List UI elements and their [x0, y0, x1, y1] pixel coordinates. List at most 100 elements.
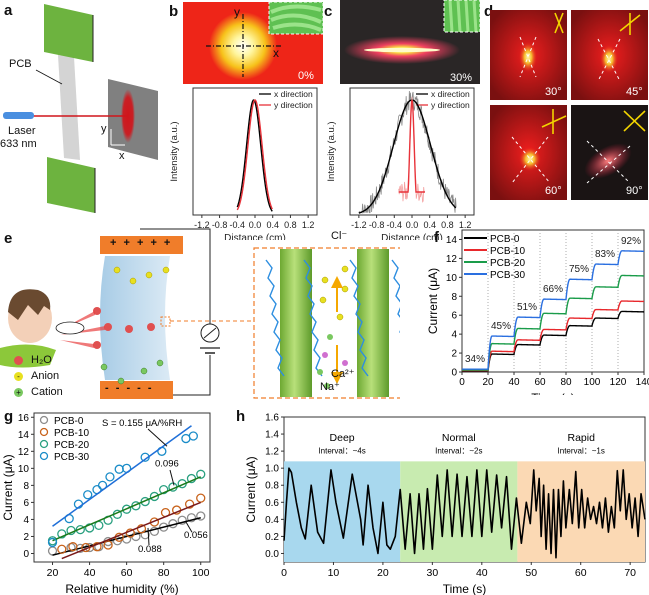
legend-marker: [39, 415, 49, 425]
breathing-signal-line: [283, 467, 646, 559]
data-point-PCB-20: [121, 504, 132, 514]
polarization-image-30: [490, 10, 567, 100]
chart-c-profile: -1.2 -0.8 -0.4 0.0 0.4 0.8 1.2 Distance (cm) Int…: [326, 87, 475, 240]
panel-label-h: h: [236, 408, 246, 425]
humidity-annotation: 92%: [621, 236, 641, 247]
y-tick-label: 0.8: [265, 481, 279, 492]
beam-image-0pct: [183, 2, 323, 84]
panel-label-f: f: [434, 229, 439, 246]
y-tick-label: 0: [23, 549, 29, 560]
beam-y-label: y: [234, 5, 240, 19]
x-tick-label: 0: [459, 377, 465, 388]
data-point-PCB-10: [103, 540, 113, 550]
water-molecule-icon: [14, 355, 23, 365]
x-tick-label: 140: [636, 377, 649, 388]
sodium-label: Na⁺: [320, 381, 340, 393]
fit-line-y-direction: [236, 99, 273, 211]
panel-label-d: d: [484, 3, 494, 20]
legend-marker: [39, 427, 49, 437]
data-point-PCB-30: [47, 537, 58, 548]
y-axis-label: Intensity (a.u.): [169, 121, 180, 181]
data-point-PCB-10: [184, 499, 195, 509]
panel-a-schematic: [3, 4, 158, 213]
y-axis-label: Current (μA): [426, 268, 440, 334]
x-axis-label: Time (s): [531, 391, 575, 395]
fit-line-PCB-0: [52, 516, 201, 556]
humidity-annotation: 34%: [465, 354, 485, 365]
legend-marker: [39, 439, 49, 449]
region-deep: [284, 461, 401, 562]
x-tick-label: 0.8: [284, 220, 297, 230]
annotation-arrow: [147, 527, 150, 546]
x-tick-label: 20: [47, 567, 59, 579]
plot-frame: [461, 229, 645, 373]
y-tick-label: 6: [23, 498, 29, 509]
angle-label-60: 60°: [545, 185, 562, 197]
humidity-annotation: 75%: [569, 264, 589, 275]
y-tick-label: 2: [23, 532, 29, 543]
data-point-PCB-20: [149, 491, 160, 502]
region-interval-deep: Interval：~4s: [318, 447, 365, 456]
data-point-PCB-0: [149, 526, 160, 536]
panel-label-e: e: [4, 230, 13, 247]
y-tick-label: 12: [446, 254, 458, 265]
cation-icon: +: [14, 387, 23, 397]
x-tick-label: 60: [534, 377, 546, 388]
data-point-PCB-30: [105, 472, 115, 482]
series-line-PCB-10: [462, 300, 645, 372]
person-icon: [0, 289, 85, 368]
x-tick-label: 50: [525, 567, 537, 579]
fit-line-PCB-20: [52, 476, 202, 542]
x-tick-label: 70: [624, 567, 636, 579]
beam-image-30pct: [340, 0, 480, 84]
data-point-PCB-10: [57, 544, 67, 554]
data-point-PCB-20: [57, 529, 67, 539]
chart-g-sensitivity: 20 40 60 80 100 0 2 4 6 8 10 12 14 16 Relative humidit…: [1, 412, 211, 595]
legend-label: y direction: [431, 100, 470, 110]
cation-particles: [100, 359, 164, 385]
chart-f-current-steps: 0 20 40 60 80 100 120 140 0 2 4 6 8 10 12 14 Time (s) Cur…: [426, 229, 649, 395]
humidity-annotation: 83%: [595, 249, 615, 260]
beam-x-label: x: [273, 46, 279, 60]
data-point-PCB-0: [196, 511, 206, 521]
panel-label-a: a: [4, 2, 13, 19]
y-axis-label: Intensity (a.u.): [326, 121, 337, 181]
x-tick-label: 0.0: [249, 220, 262, 230]
top-electrode: [44, 4, 93, 62]
x-tick-label: 10: [328, 567, 340, 579]
region-interval-rapid: Interval：~1s: [558, 447, 605, 456]
legend-label: x direction: [274, 89, 313, 99]
y-tick-label: 0.6: [265, 498, 279, 509]
legend-label: x direction: [431, 89, 470, 99]
y-tick-label: 14: [18, 430, 30, 441]
laser-label: Laser: [8, 125, 36, 137]
cation-flow-arrow: [331, 345, 343, 384]
x-tick-label: 0.4: [423, 220, 436, 230]
y-tick-label: 8: [451, 292, 457, 303]
wavelength-label: 633 nm: [0, 138, 37, 150]
polarization-images: [490, 10, 648, 200]
slope-annotation-pcb10: 0.088: [138, 544, 162, 555]
data-point-PCB-0: [177, 515, 187, 525]
plot-frame: [349, 87, 475, 216]
pcb-label: PCB: [9, 58, 32, 70]
y-tick-label: 1.4: [265, 430, 279, 441]
data-point-PCB-20: [196, 469, 206, 479]
x-tick-label: -1.2: [351, 220, 367, 230]
polarization-image-60: [490, 105, 567, 200]
legend-label: PCB-30: [54, 452, 89, 463]
annotation-arrow: [169, 469, 175, 486]
region-label-normal: Normal: [442, 432, 476, 444]
data-point-PCB-10: [196, 493, 206, 503]
legend-label: PCB-20: [54, 440, 89, 451]
y-tick-label: 0.2: [265, 532, 279, 543]
y-tick-label: 14: [446, 235, 458, 246]
y-tick-label: 0: [451, 368, 457, 379]
x-axis-label: Time (s): [443, 582, 487, 595]
x-tick-label: 20: [377, 567, 389, 579]
x-axis-label: Relative humidity (%): [65, 582, 178, 595]
angle-label-90: 90°: [626, 185, 643, 197]
x-tick-label: 40: [476, 567, 488, 579]
y-tick-label: 8: [23, 481, 29, 492]
x-tick-label: 30: [427, 567, 439, 579]
